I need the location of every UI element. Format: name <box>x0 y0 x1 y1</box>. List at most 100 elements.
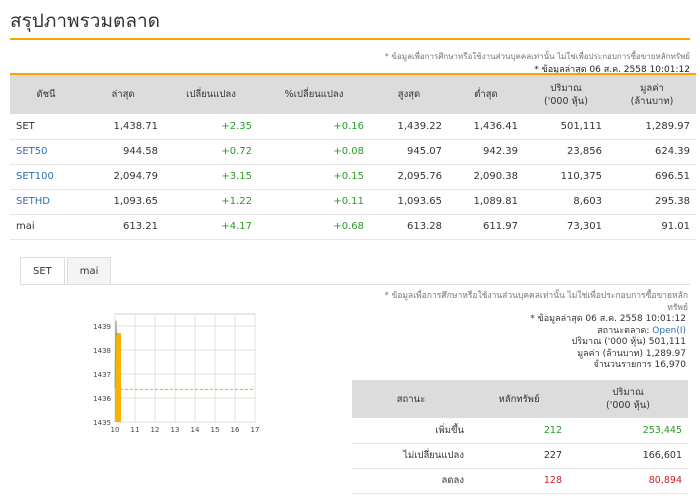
index-high: 613.28 <box>370 214 448 240</box>
index-change: +2.35 <box>164 114 258 140</box>
col-volume: ปริมาณ ('000 หุ้น) <box>524 73 608 114</box>
market-status-value: Open(I) <box>652 325 686 336</box>
col-pct-change: %เปลี่ยนแปลง <box>258 73 370 114</box>
volume-value: 501,111 <box>648 337 686 347</box>
x-tick-label: 16 <box>231 426 240 434</box>
tab-set[interactable]: SET <box>20 257 65 285</box>
trades-label: จำนวนรายการ <box>593 360 652 370</box>
y-tick-label: 1438 <box>93 347 111 355</box>
market-status-line: สถานะตลาด: Open(I) <box>436 326 686 338</box>
page-title: สรุปภาพรวมตลาด <box>10 10 160 32</box>
index-change: +0.72 <box>164 139 258 165</box>
detail-updated: * ข้อมูลล่าสุด 06 ส.ค. 2558 10:01:12 <box>530 314 686 324</box>
status-label: ลดลง <box>352 468 470 494</box>
trades-line: จำนวนรายการ 16,970 <box>436 360 686 372</box>
intraday-chart-svg: 10 11 12 13 14 15 16 17 1435 1436 1437 1438 1439 <box>93 313 260 434</box>
index-name: SET <box>10 114 82 140</box>
index-last: 944.58 <box>82 139 164 165</box>
table-row: ลดลง 128 80,894 <box>352 468 688 494</box>
table-row: ไม่เปลี่ยนแปลง 227 166,601 <box>352 443 688 469</box>
col-volume-unit: ('000 หุ้น) <box>606 400 650 411</box>
index-high: 2,095.76 <box>370 164 448 190</box>
index-volume: 73,301 <box>524 214 608 240</box>
col-value-label: มูลค่า <box>640 82 664 94</box>
col-low: ต่ำสุด <box>448 73 524 114</box>
index-link-set50[interactable]: SET50 <box>10 139 82 165</box>
plot-area <box>114 313 256 423</box>
table-row: เพิ่มขึ้น 212 253,445 <box>352 418 688 444</box>
index-change: +4.17 <box>164 214 258 240</box>
index-high: 1,439.22 <box>370 114 448 140</box>
value-line: มูลค่า (ล้านบาท) 1,289.97 <box>436 349 686 361</box>
table-row: SET100 2,094.79 +3.15 +0.15 2,095.76 2,0… <box>10 164 696 190</box>
volume-label: ปริมาณ ('000 หุ้น) <box>571 337 646 347</box>
col-last: ล่าสุด <box>82 73 164 114</box>
index-value: 295.38 <box>608 189 696 215</box>
index-value: 624.39 <box>608 139 696 165</box>
index-low: 942.39 <box>448 139 524 165</box>
index-high: 945.07 <box>370 139 448 165</box>
value-value: 1,289.97 <box>645 348 686 359</box>
col-volume-label: ปริมาณ <box>612 387 644 398</box>
index-last: 613.21 <box>82 214 164 240</box>
index-low: 2,090.38 <box>448 164 524 190</box>
tab-mai[interactable]: mai <box>66 257 112 285</box>
tabs-divider <box>20 284 690 285</box>
index-pct-change: +0.08 <box>258 139 370 165</box>
volume-value: 166,601 <box>568 443 688 469</box>
index-low: 1,089.81 <box>448 189 524 215</box>
index-name: mai <box>10 214 82 240</box>
price-line <box>114 320 118 389</box>
securities-count: 227 <box>470 443 568 469</box>
volume-line: ปริมาณ ('000 หุ้น) 501,111 <box>436 337 686 349</box>
x-tick-label: 13 <box>171 426 180 434</box>
table-row: mai 613.21 +4.17 +0.68 613.28 611.97 73,… <box>10 214 696 240</box>
last-updated: * ข้อมูลล่าสุด 06 ส.ค. 2558 10:01:12 <box>534 65 690 75</box>
index-value: 1,289.97 <box>608 114 696 140</box>
col-high: สูงสุด <box>370 73 448 114</box>
index-volume: 110,375 <box>524 164 608 190</box>
disclaimer-note: * ข้อมูลเพื่อการศึกษาหรือใช้งานส่วนบุคคล… <box>384 52 690 61</box>
table-header-row: ดัชนี ล่าสุด เปลี่ยนแปลง %เปลี่ยนแปลง สู… <box>10 73 696 114</box>
col-securities: หลักทรัพย์ <box>470 380 568 418</box>
col-value: มูลค่า (ล้านบาท) <box>608 73 696 114</box>
index-change: +1.22 <box>164 189 258 215</box>
col-volume-unit: ('000 หุ้น) <box>544 95 588 107</box>
value-label: มูลค่า (ล้านบาท) <box>577 348 644 359</box>
status-label: เพิ่มขึ้น <box>352 418 470 444</box>
index-value: 696.51 <box>608 164 696 190</box>
index-pct-change: +0.15 <box>258 164 370 190</box>
y-tick-label: 1437 <box>93 371 111 379</box>
trades-value: 16,970 <box>654 360 687 370</box>
index-link-sethd[interactable]: SETHD <box>10 189 82 215</box>
market-summary-table: ดัชนี ล่าสุด เปลี่ยนแปลง %เปลี่ยนแปลง สู… <box>10 73 696 240</box>
table-row: SET50 944.58 +0.72 +0.08 945.07 942.39 2… <box>10 139 696 165</box>
x-tick-label: 14 <box>191 426 200 434</box>
index-low: 611.97 <box>448 214 524 240</box>
col-change: เปลี่ยนแปลง <box>164 73 258 114</box>
x-tick-label: 12 <box>151 426 160 434</box>
x-tick-label: 10 <box>111 426 120 434</box>
col-status: สถานะ <box>352 380 470 418</box>
index-volume: 501,111 <box>524 114 608 140</box>
y-tick-label: 1435 <box>93 419 111 427</box>
table-row: SET 1,438.71 +2.35 +0.16 1,439.22 1,436.… <box>10 114 696 140</box>
x-tick-label: 15 <box>211 426 220 434</box>
securities-count: 212 <box>470 418 568 444</box>
securities-count: 128 <box>470 468 568 494</box>
index-last: 1,093.65 <box>82 189 164 215</box>
price-area <box>115 320 121 422</box>
x-tick-label: 11 <box>131 426 140 434</box>
col-volume-label: ปริมาณ <box>550 82 582 94</box>
market-status-label: สถานะตลาด: <box>597 325 650 336</box>
index-pct-change: +0.68 <box>258 214 370 240</box>
volume-value: 80,894 <box>568 468 688 494</box>
x-tick-label: 17 <box>251 426 260 434</box>
index-link-set100[interactable]: SET100 <box>10 164 82 190</box>
advance-decline-table: สถานะ หลักทรัพย์ ปริมาณ ('000 หุ้น) เพิ่ม… <box>352 380 688 494</box>
col-volume: ปริมาณ ('000 หุ้น) <box>568 380 688 418</box>
index-pct-change: +0.16 <box>258 114 370 140</box>
detail-disclaimer-line2: ทรัพย์ <box>667 303 688 313</box>
index-low: 1,436.41 <box>448 114 524 140</box>
col-index: ดัชนี <box>10 73 82 114</box>
